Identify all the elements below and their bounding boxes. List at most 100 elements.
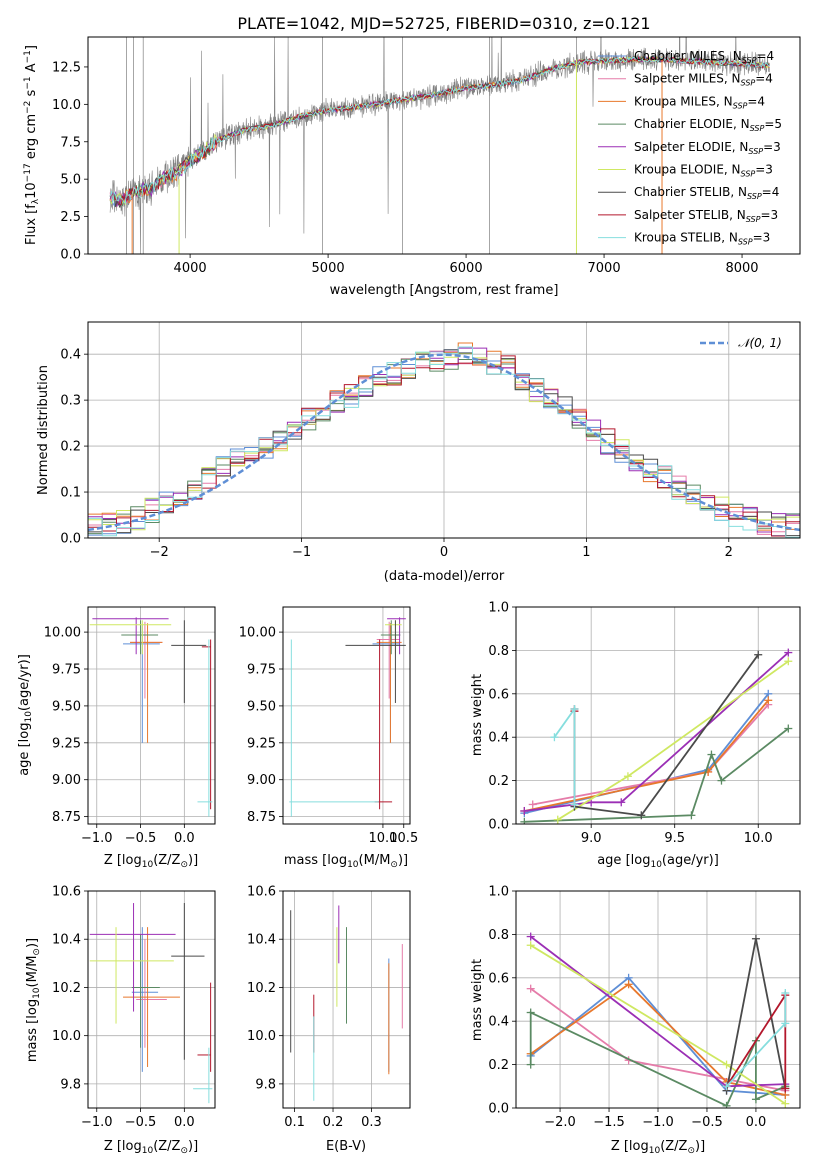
residual-histogram (88, 346, 800, 538)
y-tick-label: 9.75 (247, 663, 276, 678)
y-tick-label: 9.00 (52, 773, 81, 788)
x-tick-label: −1.0 (81, 831, 113, 846)
mass-weight-line (524, 727, 789, 823)
mass-weight-line (553, 706, 576, 805)
mass-vs-z-xlabel: Z [log10(Z/Z⊙)] (104, 1139, 198, 1156)
y-tick-label: 9.50 (52, 699, 81, 714)
x-tick-label: 4000 (174, 261, 207, 276)
y-tick-label: 0.4 (488, 1015, 509, 1030)
y-tick-label: 0.0 (488, 1102, 509, 1117)
weight-vs-z-ylabel: mass weight (470, 959, 485, 1041)
x-tick-label: 0.0 (174, 831, 195, 846)
mass-vs-z-ylabel: mass [log10(M/M⊙)] (25, 938, 42, 1062)
x-tick-label: 0.3 (361, 1115, 382, 1130)
weight-vs-z-plot-area (526, 932, 790, 1108)
y-tick-label: 0.2 (60, 440, 81, 455)
x-tick-label: 0.2 (323, 1115, 344, 1130)
y-tick-label: 10.00 (44, 626, 81, 641)
x-tick-label: 9.5 (664, 831, 685, 846)
legend-label: Salpeter STELIB, NSSP=3 (634, 208, 778, 224)
y-tick-label: 0.4 (60, 348, 81, 363)
mass-vs-ebv-panel: 0.1 0.2 0.3 9.8 10.0 10.2 10.4 10.6 E(B-V) (247, 885, 411, 1154)
mass-weight-line (524, 693, 770, 814)
y-tick-label: 1.0 (488, 601, 509, 616)
y-tick-label: 0.0 (488, 818, 509, 833)
x-tick-label: 10.0 (368, 831, 397, 846)
y-tick-label: 0.8 (488, 928, 509, 943)
y-tick-label: 1.0 (488, 885, 509, 900)
mass-weight-line (524, 651, 789, 812)
spectrum-legend: Chabrier MILES, NSSP=4 Salpeter MILES, NS… (598, 49, 782, 247)
x-tick-label: 9.0 (581, 831, 602, 846)
x-tick-label: 10.5 (389, 831, 418, 846)
weight-vs-age-panel: 9.0 9.5 10.0 0.0 0.2 0.4 0.6 0.8 1.0 age [log10(… (470, 601, 801, 870)
residuals-legend: 𝒩(0, 1) (700, 336, 782, 350)
residuals-ylabel: Normed distribution (36, 365, 51, 495)
y-tick-label: 0.6 (488, 971, 509, 986)
y-tick-label: 9.8 (255, 1077, 276, 1092)
weight-vs-z-xlabel: Z [log10(Z/Z⊙)] (611, 1139, 705, 1156)
mass-weight-line (529, 1011, 786, 1108)
mass-vs-ebv-xlabel: E(B-V) (326, 1139, 366, 1154)
y-tick-label: 10.0 (247, 1029, 276, 1044)
weight-vs-age-ylabel: mass weight (470, 674, 485, 756)
y-tick-label: 0.0 (60, 532, 81, 547)
y-tick-label: 0.0 (60, 248, 81, 263)
y-tick-label: 0.8 (488, 644, 509, 659)
x-tick-label: 0 (440, 545, 448, 560)
legend-label: Kroupa MILES, NSSP=4 (634, 94, 765, 110)
y-tick-label: 0.2 (488, 774, 509, 789)
age-vs-z-xlabel: Z [log10(Z/Z⊙)] (104, 853, 198, 870)
legend-label: Salpeter ELODIE, NSSP=3 (634, 140, 781, 156)
y-tick-label: 10.00 (239, 626, 276, 641)
y-tick-label: 12.5 (52, 60, 81, 75)
y-tick-label: 10.2 (247, 981, 276, 996)
mass-vs-ebv-axes-frame (282, 890, 411, 1109)
y-tick-label: 8.75 (247, 810, 276, 825)
y-tick-label: 0.6 (488, 687, 509, 702)
y-tick-label: 5.0 (60, 173, 81, 188)
x-tick-label: 0.1 (284, 1115, 305, 1130)
legend-label: Chabrier MILES, NSSP=4 (634, 49, 774, 65)
x-tick-label: −1 (292, 545, 311, 560)
mass-vs-z-panel: −1.0 −0.5 0.0 9.8 10.0 10.2 10.4 10.6 Z [log10(… (25, 885, 216, 1156)
legend-label: Chabrier STELIB, NSSP=4 (634, 185, 779, 201)
y-tick-label: 10.6 (52, 885, 81, 900)
x-tick-label: −1.0 (81, 1115, 113, 1130)
legend-label: Salpeter MILES, NSSP=4 (634, 72, 773, 88)
residuals-xlabel: (data-model)/error (384, 569, 505, 584)
age-vs-z-axes-frame (87, 606, 216, 825)
model-spectrum-line (109, 55, 770, 209)
y-tick-label: 10.0 (52, 98, 81, 113)
x-tick-label: −2 (150, 545, 169, 560)
age-vs-mass-plot-area (289, 617, 406, 817)
model-spectrum-line (109, 56, 770, 204)
y-tick-label: 9.8 (60, 1077, 81, 1092)
x-tick-label: −2.0 (544, 1115, 576, 1130)
y-tick-label: 0.2 (488, 1058, 509, 1073)
x-tick-label: 0.0 (746, 1115, 767, 1130)
x-tick-label: −1.5 (593, 1115, 625, 1130)
x-tick-label: 10.0 (744, 831, 773, 846)
x-tick-label: −0.5 (691, 1115, 723, 1130)
mass-vs-z-plot-area (89, 903, 213, 1104)
y-tick-label: 2.5 (60, 210, 81, 225)
age-vs-mass-xlabel: mass [log10(M/M⊙)] (284, 853, 408, 870)
x-tick-label: 7000 (588, 261, 621, 276)
y-tick-label: 10.0 (52, 1029, 81, 1044)
mass-weight-line (524, 699, 769, 812)
figure-title: PLATE=1042, MJD=52725, FIBERID=0310, z=0… (237, 14, 650, 33)
legend-label: Kroupa STELIB, NSSP=3 (634, 231, 770, 247)
y-tick-label: 10.2 (52, 981, 81, 996)
x-tick-label: −0.5 (125, 1115, 157, 1130)
age-vs-mass-axes-frame (282, 606, 411, 825)
spectrum-panel: 4000 5000 6000 7000 8000 0.0 2.5 5.0 7.5 10.0 12.5… (23, 36, 801, 298)
x-tick-label: 6000 (450, 261, 483, 276)
weight-vs-age-plot-area (520, 648, 793, 824)
x-tick-label: 8000 (725, 261, 758, 276)
y-tick-label: 9.25 (247, 736, 276, 751)
y-tick-label: 9.25 (52, 736, 81, 751)
y-tick-label: 10.6 (247, 885, 276, 900)
y-tick-label: 0.1 (60, 486, 81, 501)
